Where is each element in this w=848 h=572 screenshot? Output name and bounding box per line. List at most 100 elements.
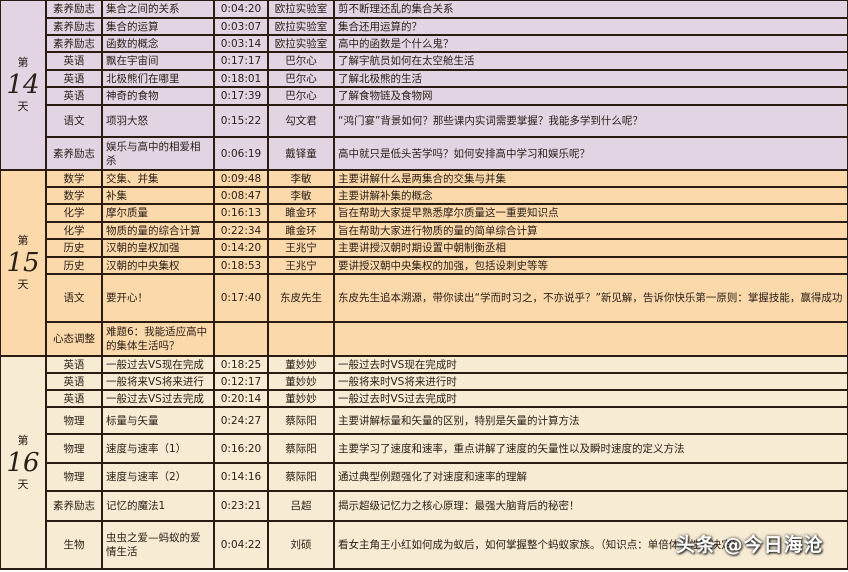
table-row: 心态调整 难题6：我能适应高中的集体生活吗？ (0, 321, 848, 357)
cell-description: 集合还用运算的？ (333, 17, 848, 36)
cell-duration: 0:08:47 (213, 186, 269, 205)
cell-subject: 素养励志 (45, 490, 103, 522)
cell-description: 东皮先生追本溯源，带你读出“学而时习之，不亦说乎？”新见解，告诉你快乐第一原则：… (333, 273, 848, 323)
cell-title: 标量与矢量 (101, 406, 215, 435)
day-number: 16 (6, 447, 40, 478)
cell-title: 补集 (101, 186, 215, 205)
cell-teacher: 蔡际阳 (267, 406, 335, 435)
cell-description: 一般将来时VS将来进行时 (333, 372, 848, 391)
table-row: 物理 标量与矢量 0:24:27 蔡际阳 主要讲解标量和矢量的区别，特别是矢量的计算方法 (0, 406, 848, 435)
cell-teacher: 李敏 (267, 169, 335, 188)
table-row: 素养励志 集合的运算 0:03:07 欧拉实验室 集合还用运算的？ (0, 17, 848, 36)
cell-duration: 0:03:14 (213, 34, 269, 53)
table-row: 英语 飘在宇宙间 0:17:17 巴尔心 了解宇航员如何在太空舱生活 (0, 51, 848, 71)
day-label: 第 16 天 (0, 355, 47, 570)
cell-description: 高中的函数是个什么鬼？ (333, 34, 848, 53)
cell-duration: 0:17:40 (213, 273, 269, 323)
cell-description: 一般过去时VS现在完成时 (333, 355, 848, 374)
cell-title: 北极熊们在哪里 (101, 69, 215, 88)
table-row: 化学 摩尔质量 0:16:13 雎金环 旨在帮助大家提早熟悉摩尔质量这一重要知识点 (0, 203, 848, 223)
cell-description: 了解宇航员如何在太空舱生活 (333, 51, 848, 71)
cell-description: 通过典型例题强化了对速度和速率的理解 (333, 462, 848, 492)
cell-title: 集合的运算 (101, 17, 215, 36)
cell-teacher: 勾文君 (267, 104, 335, 138)
cell-subject: 生物 (45, 520, 103, 570)
cell-teacher: 蔡际阳 (267, 433, 335, 464)
cell-title: 项羽大怒 (101, 104, 215, 138)
table-row: 素养励志 记忆的魔法1 0:23:21 吕超 揭示超级记忆力之核心原理：最强大脑背后的秘… (0, 490, 848, 522)
cell-duration: 0:16:20 (213, 433, 269, 464)
table-row: 第 14 天素养励志 集合之间的关系 0:04:20 欧拉实验室 剪不断理还乱的集合关系 (0, 0, 848, 171)
cell-duration: 0:16:13 (213, 203, 269, 223)
cell-duration: 0:20:14 (213, 389, 269, 408)
cell-duration: 0:04:20 (213, 0, 269, 19)
cell-subject: 语文 (45, 104, 103, 138)
table-row: 第 15 天数学 交集、并集 0:09:48 李敏 主要讲解什么是两集合的交集与并集 (0, 169, 848, 357)
cell-duration: 0:04:22 (213, 520, 269, 570)
cell-teacher: 蔡际阳 (267, 462, 335, 492)
cell-duration: 0:24:27 (213, 406, 269, 435)
cell-subject: 物理 (45, 433, 103, 464)
cell-subject: 历史 (45, 238, 103, 258)
cell-description: 一般过去时VS过去完成时 (333, 389, 848, 408)
cell-teacher: 戴铎童 (267, 136, 335, 171)
cell-subject: 历史 (45, 256, 103, 275)
cell-title: 娱乐与高中的相爱相杀 (101, 136, 215, 171)
table-row: 语文 项羽大怒 0:15:22 勾文君 “鸿门宴”背景如何？那些课内实词需要掌握？我能多… (0, 104, 848, 138)
cell-title: 速度与速率（1） (101, 433, 215, 464)
cell-title: 飘在宇宙间 (101, 51, 215, 71)
cell-duration: 0:17:39 (213, 86, 269, 106)
cell-subject: 英语 (45, 389, 103, 408)
cell-duration: 0:15:22 (213, 104, 269, 138)
day-label: 第 14 天 (0, 0, 47, 171)
cell-teacher: 巴尔心 (267, 51, 335, 71)
day-suffix: 天 (17, 477, 29, 491)
watermark: 头条 @今日海沧 (676, 534, 824, 556)
table-row: 素养励志 函数的概念 0:03:14 欧拉实验室 高中的函数是个什么鬼？ (0, 34, 848, 53)
cell-description: “鸿门宴”背景如何？那些课内实词需要掌握？我能多学到什么呢？ (333, 104, 848, 138)
cell-subject: 英语 (45, 372, 103, 391)
day-label: 第 15 天 (0, 169, 47, 357)
day-number: 14 (6, 70, 40, 100)
cell-description (333, 321, 848, 357)
cell-subject: 英语 (45, 69, 103, 88)
cell-teacher: 雎金环 (267, 203, 335, 223)
cell-duration: 0:17:17 (213, 51, 269, 71)
cell-description: 主要讲解标量和矢量的区别，特别是矢量的计算方法 (333, 406, 848, 435)
cell-title: 集合之间的关系 (101, 0, 215, 19)
cell-title: 一般将来VS将来进行 (101, 372, 215, 391)
cell-teacher: 刘硕 (267, 520, 335, 570)
cell-description: 了解北极熊的生活 (333, 69, 848, 88)
cell-subject: 素养励志 (45, 34, 103, 53)
table-row: 英语 北极熊们在哪里 0:18:01 巴尔心 了解北极熊的生活 (0, 69, 848, 88)
cell-teacher: 欧拉实验室 (267, 34, 335, 53)
cell-subject: 英语 (45, 86, 103, 106)
cell-description: 旨在帮助大家提早熟悉摩尔质量这一重要知识点 (333, 203, 848, 223)
cell-title: 函数的概念 (101, 34, 215, 53)
cell-teacher: 巴尔心 (267, 86, 335, 106)
cell-description: 主要学习了速度和速率，重点讲解了速度的矢量性以及瞬时速度的定义方法 (333, 433, 848, 464)
cell-teacher: 欧拉实验室 (267, 17, 335, 36)
table-row: 英语 一般过去VS过去完成 0:20:14 董妙妙 一般过去时VS过去完成时 (0, 389, 848, 408)
cell-description: 高中就只是低头苦学吗？如何安排高中学习和娱乐呢？ (333, 136, 848, 171)
cell-title: 汉朝的中央集权 (101, 256, 215, 275)
cell-title: 记忆的魔法1 (101, 490, 215, 522)
cell-subject: 数学 (45, 169, 103, 188)
cell-teacher: 董妙妙 (267, 389, 335, 408)
table-row: 生物 虫虫之爱—蚂蚁的爱情生活 0:04:22 刘硕 看女主角王小红如何成为蚁后，如何掌… (0, 520, 848, 570)
cell-duration: 0:14:16 (213, 462, 269, 492)
cell-subject: 物理 (45, 406, 103, 435)
day-prefix: 第 (17, 234, 29, 247)
cell-duration: 0:14:20 (213, 238, 269, 258)
cell-subject: 心态调整 (45, 321, 103, 357)
cell-subject: 化学 (45, 203, 103, 223)
cell-title: 虫虫之爱—蚂蚁的爱情生活 (101, 520, 215, 570)
cell-description: 主要讲解什么是两集合的交集与并集 (333, 169, 848, 188)
cell-description: 剪不断理还乱的集合关系 (333, 0, 848, 19)
cell-teacher: 董妙妙 (267, 372, 335, 391)
cell-subject: 英语 (45, 355, 103, 374)
table-row: 数学 补集 0:08:47 李敏 主要讲解补集的概念 (0, 186, 848, 205)
cell-subject: 素养励志 (45, 17, 103, 36)
cell-title: 一般过去VS过去完成 (101, 389, 215, 408)
